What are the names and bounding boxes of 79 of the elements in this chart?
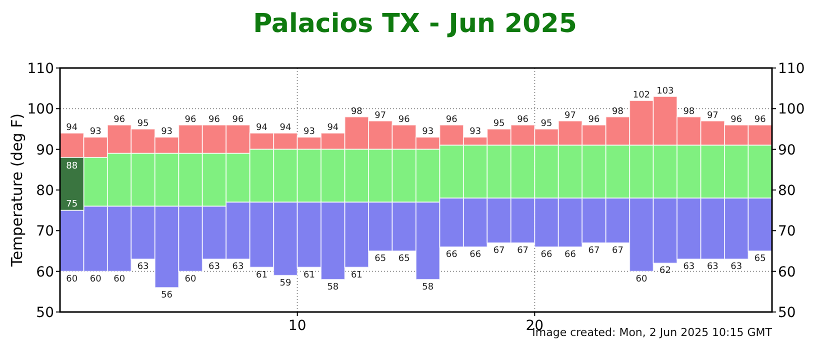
- x-tick-label: 10: [288, 318, 306, 334]
- data-label: 63: [730, 262, 742, 272]
- chart-title: Palacios TX - Jun 2025: [253, 9, 577, 39]
- data-label: 102: [632, 90, 650, 101]
- y-tick-label: 70: [36, 224, 54, 240]
- data-label: 59: [280, 278, 292, 288]
- data-label: 58: [327, 282, 339, 292]
- data-label: 96: [517, 114, 529, 125]
- data-label: 66: [564, 250, 576, 260]
- data-label: 96: [730, 114, 742, 125]
- data-label: 61: [350, 270, 362, 280]
- data-label: 96: [114, 114, 126, 125]
- y2-tick-label: 80: [778, 183, 796, 199]
- data-label: 96: [588, 114, 600, 125]
- data-label: 66: [470, 250, 482, 260]
- data-label: 98: [612, 106, 624, 117]
- data-label: 63: [208, 262, 220, 272]
- y-tick-label: 50: [36, 305, 54, 321]
- data-label: 96: [184, 114, 197, 125]
- y-tick-label: 110: [27, 61, 54, 77]
- data-label: 60: [66, 274, 78, 284]
- data-label: 94: [66, 123, 78, 134]
- data-label: 96: [232, 114, 244, 125]
- y-tick-label: 80: [36, 183, 54, 199]
- data-label: 67: [612, 246, 624, 256]
- data-label: 63: [137, 262, 149, 272]
- data-label: 60: [114, 274, 126, 284]
- data-label: 97: [564, 110, 576, 121]
- data-label: 61: [303, 270, 315, 280]
- data-label: 97: [374, 110, 386, 121]
- data-label: 97: [706, 110, 718, 121]
- data-label: 66: [446, 250, 458, 260]
- data-label: 60: [184, 274, 197, 284]
- data-label: 96: [398, 114, 410, 125]
- data-label: 65: [374, 254, 386, 264]
- data-label: 67: [517, 246, 529, 256]
- data-label: 63: [683, 262, 695, 272]
- data-label: 60: [636, 274, 648, 284]
- data-label: 63: [706, 262, 718, 272]
- y-tick-label: 60: [36, 264, 54, 280]
- data-label: 66: [540, 250, 553, 260]
- data-label: 96: [446, 114, 458, 125]
- data-label: 67: [493, 246, 505, 256]
- y2-tick-label: 100: [778, 102, 805, 118]
- y2-tick-label: 110: [778, 61, 805, 77]
- data-label: 96: [208, 114, 220, 125]
- data-label: 95: [137, 119, 149, 129]
- y2-tick-label: 60: [778, 264, 796, 280]
- data-label: 93: [303, 127, 315, 138]
- y-axis-title: Temperature (deg F): [8, 113, 26, 268]
- data-label: 94: [327, 123, 339, 134]
- data-label: 93: [161, 127, 173, 138]
- data-label: 95: [493, 119, 505, 129]
- data-label: 94: [256, 123, 268, 134]
- data-label: 93: [422, 127, 434, 138]
- data-label: 62: [659, 266, 671, 276]
- data-label: 93: [470, 127, 482, 138]
- data-label: 94: [280, 123, 292, 134]
- annotation: 75: [66, 199, 78, 210]
- data-label: 96: [754, 114, 766, 125]
- y2-tick-label: 70: [778, 224, 796, 240]
- data-label: 61: [256, 270, 268, 280]
- data-label: 98: [683, 106, 695, 117]
- data-label: 88: [66, 161, 78, 172]
- data-label: 65: [754, 254, 766, 264]
- y-tick-label: 100: [27, 102, 54, 118]
- data-label: 103: [656, 86, 674, 96]
- data-label: 95: [540, 119, 552, 129]
- y-tick-label: 90: [36, 142, 54, 158]
- data-label: 65: [398, 254, 410, 264]
- data-label: 58: [422, 282, 434, 292]
- data-label: 60: [90, 274, 102, 284]
- data-label: 98: [350, 106, 363, 117]
- data-label: 56: [161, 290, 173, 301]
- y2-tick-label: 90: [778, 142, 796, 158]
- data-label: 93: [90, 127, 102, 138]
- data-label: 63: [232, 262, 244, 272]
- y2-tick-label: 50: [778, 305, 796, 321]
- data-label: 67: [588, 246, 600, 256]
